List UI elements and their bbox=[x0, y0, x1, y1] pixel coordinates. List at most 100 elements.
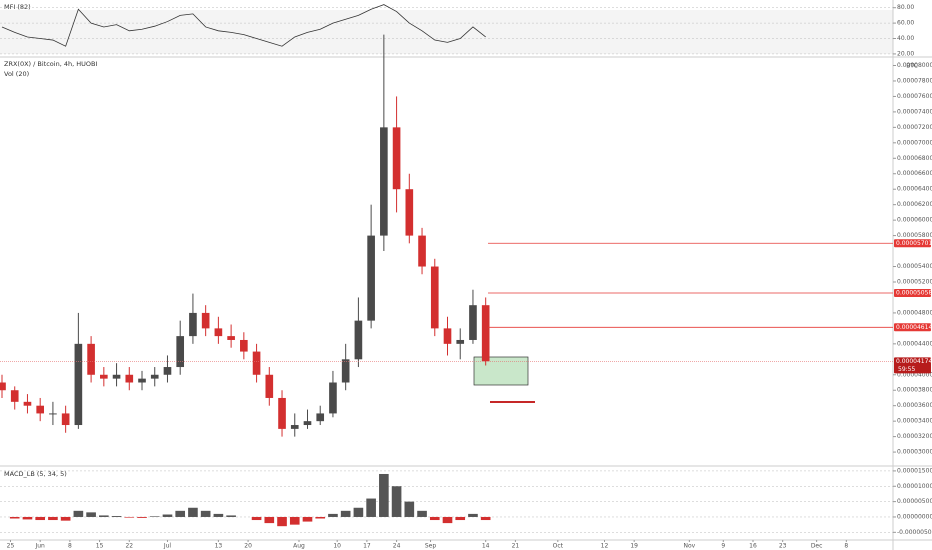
last-price-label: 0.00004174 bbox=[896, 358, 932, 365]
macd-bar bbox=[340, 510, 351, 517]
macd-bar bbox=[379, 473, 389, 517]
candle-body bbox=[189, 312, 197, 337]
y-tick-label: 0.00003400 bbox=[897, 418, 932, 425]
candle-body bbox=[380, 127, 388, 236]
candle-body bbox=[125, 374, 134, 383]
candle-body bbox=[252, 351, 261, 375]
y-tick-label: 0.00006600 bbox=[897, 170, 932, 177]
x-tick-label: 17 bbox=[363, 543, 371, 550]
x-tick-label: Sep bbox=[425, 543, 437, 550]
mfi-title: MFI (82) bbox=[4, 3, 31, 11]
candle-body bbox=[36, 405, 45, 414]
macd-bar bbox=[480, 516, 491, 521]
macd-bar bbox=[111, 516, 122, 517]
price-tag-label: 0.00004614 bbox=[896, 324, 932, 331]
macd-bar bbox=[60, 516, 71, 521]
x-tick-label: 21 bbox=[512, 543, 520, 550]
candle-body bbox=[418, 235, 426, 267]
candle-body bbox=[112, 374, 121, 379]
candle-body bbox=[405, 189, 414, 236]
y-tick-label: 0.00007800 bbox=[897, 77, 932, 84]
macd-bar bbox=[99, 515, 109, 517]
macd-bar bbox=[124, 516, 135, 518]
macd-bar bbox=[468, 513, 478, 517]
y-tick-label: 80.00 bbox=[897, 4, 914, 11]
macd-bar bbox=[73, 510, 84, 517]
macd-bar bbox=[35, 516, 46, 521]
candle-body bbox=[278, 397, 286, 429]
y-tick-label: 0.00000000 bbox=[897, 513, 932, 520]
candle-body bbox=[240, 339, 248, 352]
y-tick-label: 0.00005400 bbox=[897, 263, 932, 270]
x-tick-label: 25 bbox=[7, 543, 15, 550]
x-tick-label: Aug bbox=[293, 543, 305, 550]
candle-body bbox=[138, 378, 146, 383]
macd-bar bbox=[251, 516, 262, 521]
candle-body bbox=[481, 305, 490, 362]
x-tick-label: 8 bbox=[844, 543, 848, 550]
candle-body bbox=[10, 390, 19, 402]
y-tick-label: 0.00005200 bbox=[897, 278, 932, 285]
macd-bar bbox=[277, 516, 287, 527]
y-tick-label: 0.00006800 bbox=[897, 155, 932, 162]
target-box bbox=[473, 356, 529, 386]
macd-bar bbox=[302, 516, 313, 522]
macd-bar bbox=[137, 516, 147, 518]
macd-bar bbox=[149, 516, 160, 517]
candle-body bbox=[61, 413, 70, 426]
macd-bar bbox=[417, 510, 427, 517]
candle-body bbox=[74, 343, 83, 426]
x-tick-label: 14 bbox=[482, 543, 490, 550]
candle-body bbox=[163, 367, 172, 375]
candle-body bbox=[0, 382, 6, 391]
x-tick-label: Nov bbox=[683, 543, 695, 550]
x-tick-label: 19 bbox=[630, 543, 638, 550]
y-tick-label: 0.00003000 bbox=[897, 449, 932, 456]
y-tick-label: 0.00001000 bbox=[897, 483, 932, 490]
candle-body bbox=[265, 374, 274, 398]
x-tick-label: 15 bbox=[96, 543, 104, 550]
macd-bar bbox=[315, 516, 326, 519]
candle-body bbox=[176, 336, 185, 368]
x-tick-label: 10 bbox=[333, 543, 341, 550]
mfi-band bbox=[0, 10, 893, 54]
candle-body bbox=[201, 312, 210, 329]
y-tick-label: 0.00006200 bbox=[897, 201, 932, 208]
y-tick-label: 0.00000500 bbox=[897, 498, 932, 505]
macd-bar bbox=[48, 516, 58, 521]
y-tick-label: 0.00007000 bbox=[897, 139, 932, 146]
candle-body bbox=[329, 382, 337, 414]
x-tick-label: 20 bbox=[244, 543, 252, 550]
x-tick-label: 12 bbox=[601, 543, 609, 550]
y-tick-label: 0.00008000 bbox=[897, 62, 932, 69]
candle-body bbox=[87, 343, 95, 375]
candle-body bbox=[150, 374, 159, 379]
mfi-line bbox=[1, 4, 486, 47]
macd-bar bbox=[442, 516, 453, 524]
price-title: ZRX(0X) / Bitcoin, 4h, HUOBI bbox=[4, 60, 97, 68]
y-tick-label: 0.00004000 bbox=[897, 371, 932, 378]
macd-bar bbox=[264, 516, 275, 524]
candle-body bbox=[49, 413, 57, 415]
macd-bar bbox=[200, 510, 211, 517]
candle-body bbox=[392, 127, 401, 190]
last-price-tag bbox=[894, 357, 931, 374]
candle-body bbox=[354, 320, 363, 360]
macd-bar bbox=[391, 486, 402, 517]
price-tag-label: 0.00005058 bbox=[896, 289, 932, 296]
y-tick-label: 0.00004800 bbox=[897, 309, 932, 316]
x-tick-label: 24 bbox=[393, 543, 401, 550]
x-tick-label: 23 bbox=[779, 543, 787, 550]
macd-bar bbox=[22, 516, 33, 520]
y-tick-label: 0.00006400 bbox=[897, 186, 932, 193]
y-tick-label: 0.00003200 bbox=[897, 433, 932, 440]
candle-body bbox=[23, 401, 32, 406]
y-tick-label: 0.00007400 bbox=[897, 108, 932, 115]
y-tick-label: 20.00 bbox=[897, 50, 914, 57]
x-tick-label: 13 bbox=[215, 543, 223, 550]
y-tick-label: 0.00003800 bbox=[897, 387, 932, 394]
x-tick-label: 8 bbox=[68, 543, 72, 550]
price-tag bbox=[894, 323, 931, 332]
